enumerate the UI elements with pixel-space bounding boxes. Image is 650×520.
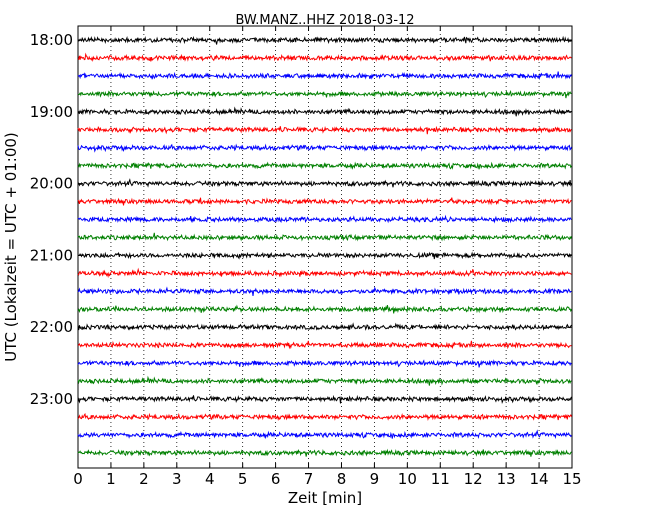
y-tick-label-3: 21:00 [30, 246, 73, 264]
x-axis-ticks: 0 1 2 3 4 5 6 7 8 9 10 11 12 13 14 15 [73, 26, 582, 488]
x-tick-label-15: 15 [562, 470, 581, 488]
x-tick-label-10: 10 [398, 470, 417, 488]
y-tick-label-0: 18:00 [30, 31, 73, 49]
trace-9 [77, 197, 572, 206]
trace-2 [77, 71, 572, 81]
trace-4 [77, 106, 572, 117]
trace-12 [77, 251, 572, 260]
trace-8 [77, 178, 572, 188]
x-axis-label: Zeit [min] [288, 489, 362, 507]
x-tick-label-8: 8 [337, 470, 347, 488]
y-axis-label: UTC (Lokalzeit = UTC + 01:00) [2, 132, 20, 362]
y-tick-label-2: 20:00 [30, 175, 73, 193]
x-tick-label-4: 4 [205, 470, 215, 488]
x-tick-label-12: 12 [464, 470, 483, 488]
trace-19 [77, 375, 572, 386]
trace-0 [77, 35, 572, 45]
y-tick-label-4: 22:00 [30, 318, 73, 336]
seismic-traces [77, 35, 572, 457]
trace-16 [77, 322, 572, 332]
trace-7 [77, 161, 572, 170]
trace-1 [77, 52, 572, 63]
y-tick-label-5: 23:00 [30, 390, 73, 408]
x-tick-label-6: 6 [271, 470, 281, 488]
grid-lines [110, 26, 540, 468]
x-tick-label-3: 3 [172, 470, 182, 488]
trace-14 [77, 286, 572, 296]
trace-20 [77, 394, 572, 405]
x-tick-label-14: 14 [530, 470, 549, 488]
trace-18 [77, 359, 572, 368]
x-tick-label-13: 13 [497, 470, 516, 488]
x-tick-label-2: 2 [139, 470, 149, 488]
trace-6 [77, 143, 572, 153]
x-tick-label-9: 9 [370, 470, 380, 488]
trace-10 [77, 214, 572, 224]
trace-22 [77, 429, 572, 440]
x-tick-label-11: 11 [431, 470, 450, 488]
x-tick-label-5: 5 [238, 470, 248, 488]
y-axis-ticks: 18:00 19:00 20:00 21:00 22:00 23:00 [30, 31, 572, 408]
y-tick-label-1: 19:00 [30, 103, 73, 121]
chart-title: BW.MANZ..HHZ 2018-03-12 [235, 13, 414, 28]
trace-15 [77, 304, 572, 314]
trace-21 [77, 412, 572, 422]
trace-5 [77, 125, 572, 135]
trace-17 [77, 340, 572, 350]
trace-3 [77, 89, 572, 99]
x-tick-label-0: 0 [73, 470, 83, 488]
plot-area [77, 25, 573, 469]
trace-13 [77, 267, 572, 279]
trace-23 [77, 448, 572, 457]
x-tick-label-1: 1 [106, 470, 116, 488]
x-tick-label-7: 7 [304, 470, 314, 488]
trace-11 [77, 232, 572, 242]
